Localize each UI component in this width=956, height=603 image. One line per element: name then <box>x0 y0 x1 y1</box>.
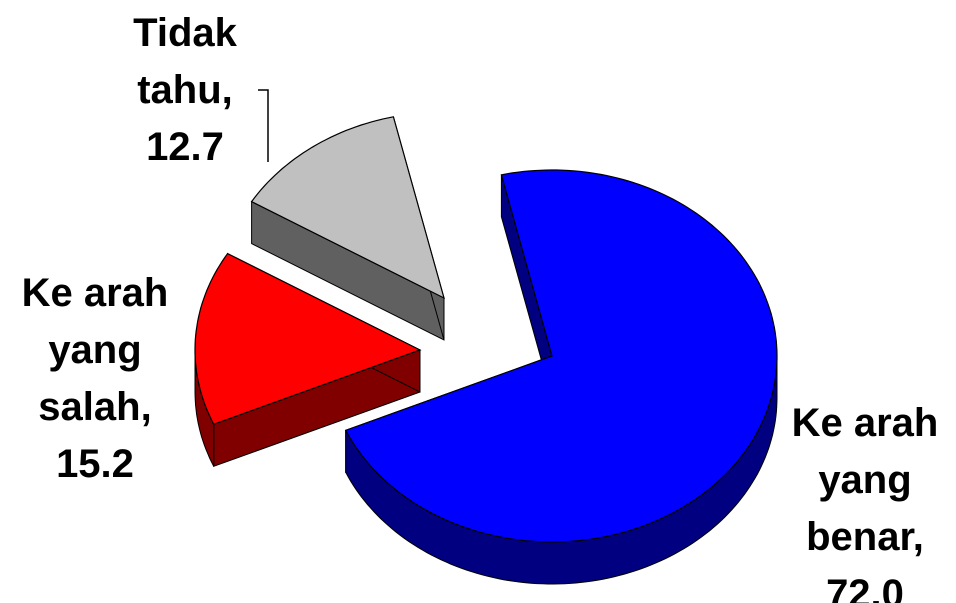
pie-slice <box>344 169 778 543</box>
label-value: 12.7 <box>146 125 224 169</box>
data-label: Tidak tahu, 12.7 <box>90 5 280 176</box>
label-value: 72.0 <box>826 572 904 603</box>
pie-slice <box>194 252 422 426</box>
data-label: Ke arah yang salah, 15.2 <box>0 265 190 493</box>
leader-line <box>258 89 269 162</box>
label-value: 15.2 <box>56 442 134 486</box>
data-label: Ke arah yang benar, 72.0 <box>770 395 956 603</box>
label-category: Ke arah yang benar, <box>791 401 939 559</box>
pie-slice <box>250 116 445 300</box>
label-category: Tidak tahu, <box>133 11 237 112</box>
label-category: Ke arah yang salah, <box>21 271 169 429</box>
